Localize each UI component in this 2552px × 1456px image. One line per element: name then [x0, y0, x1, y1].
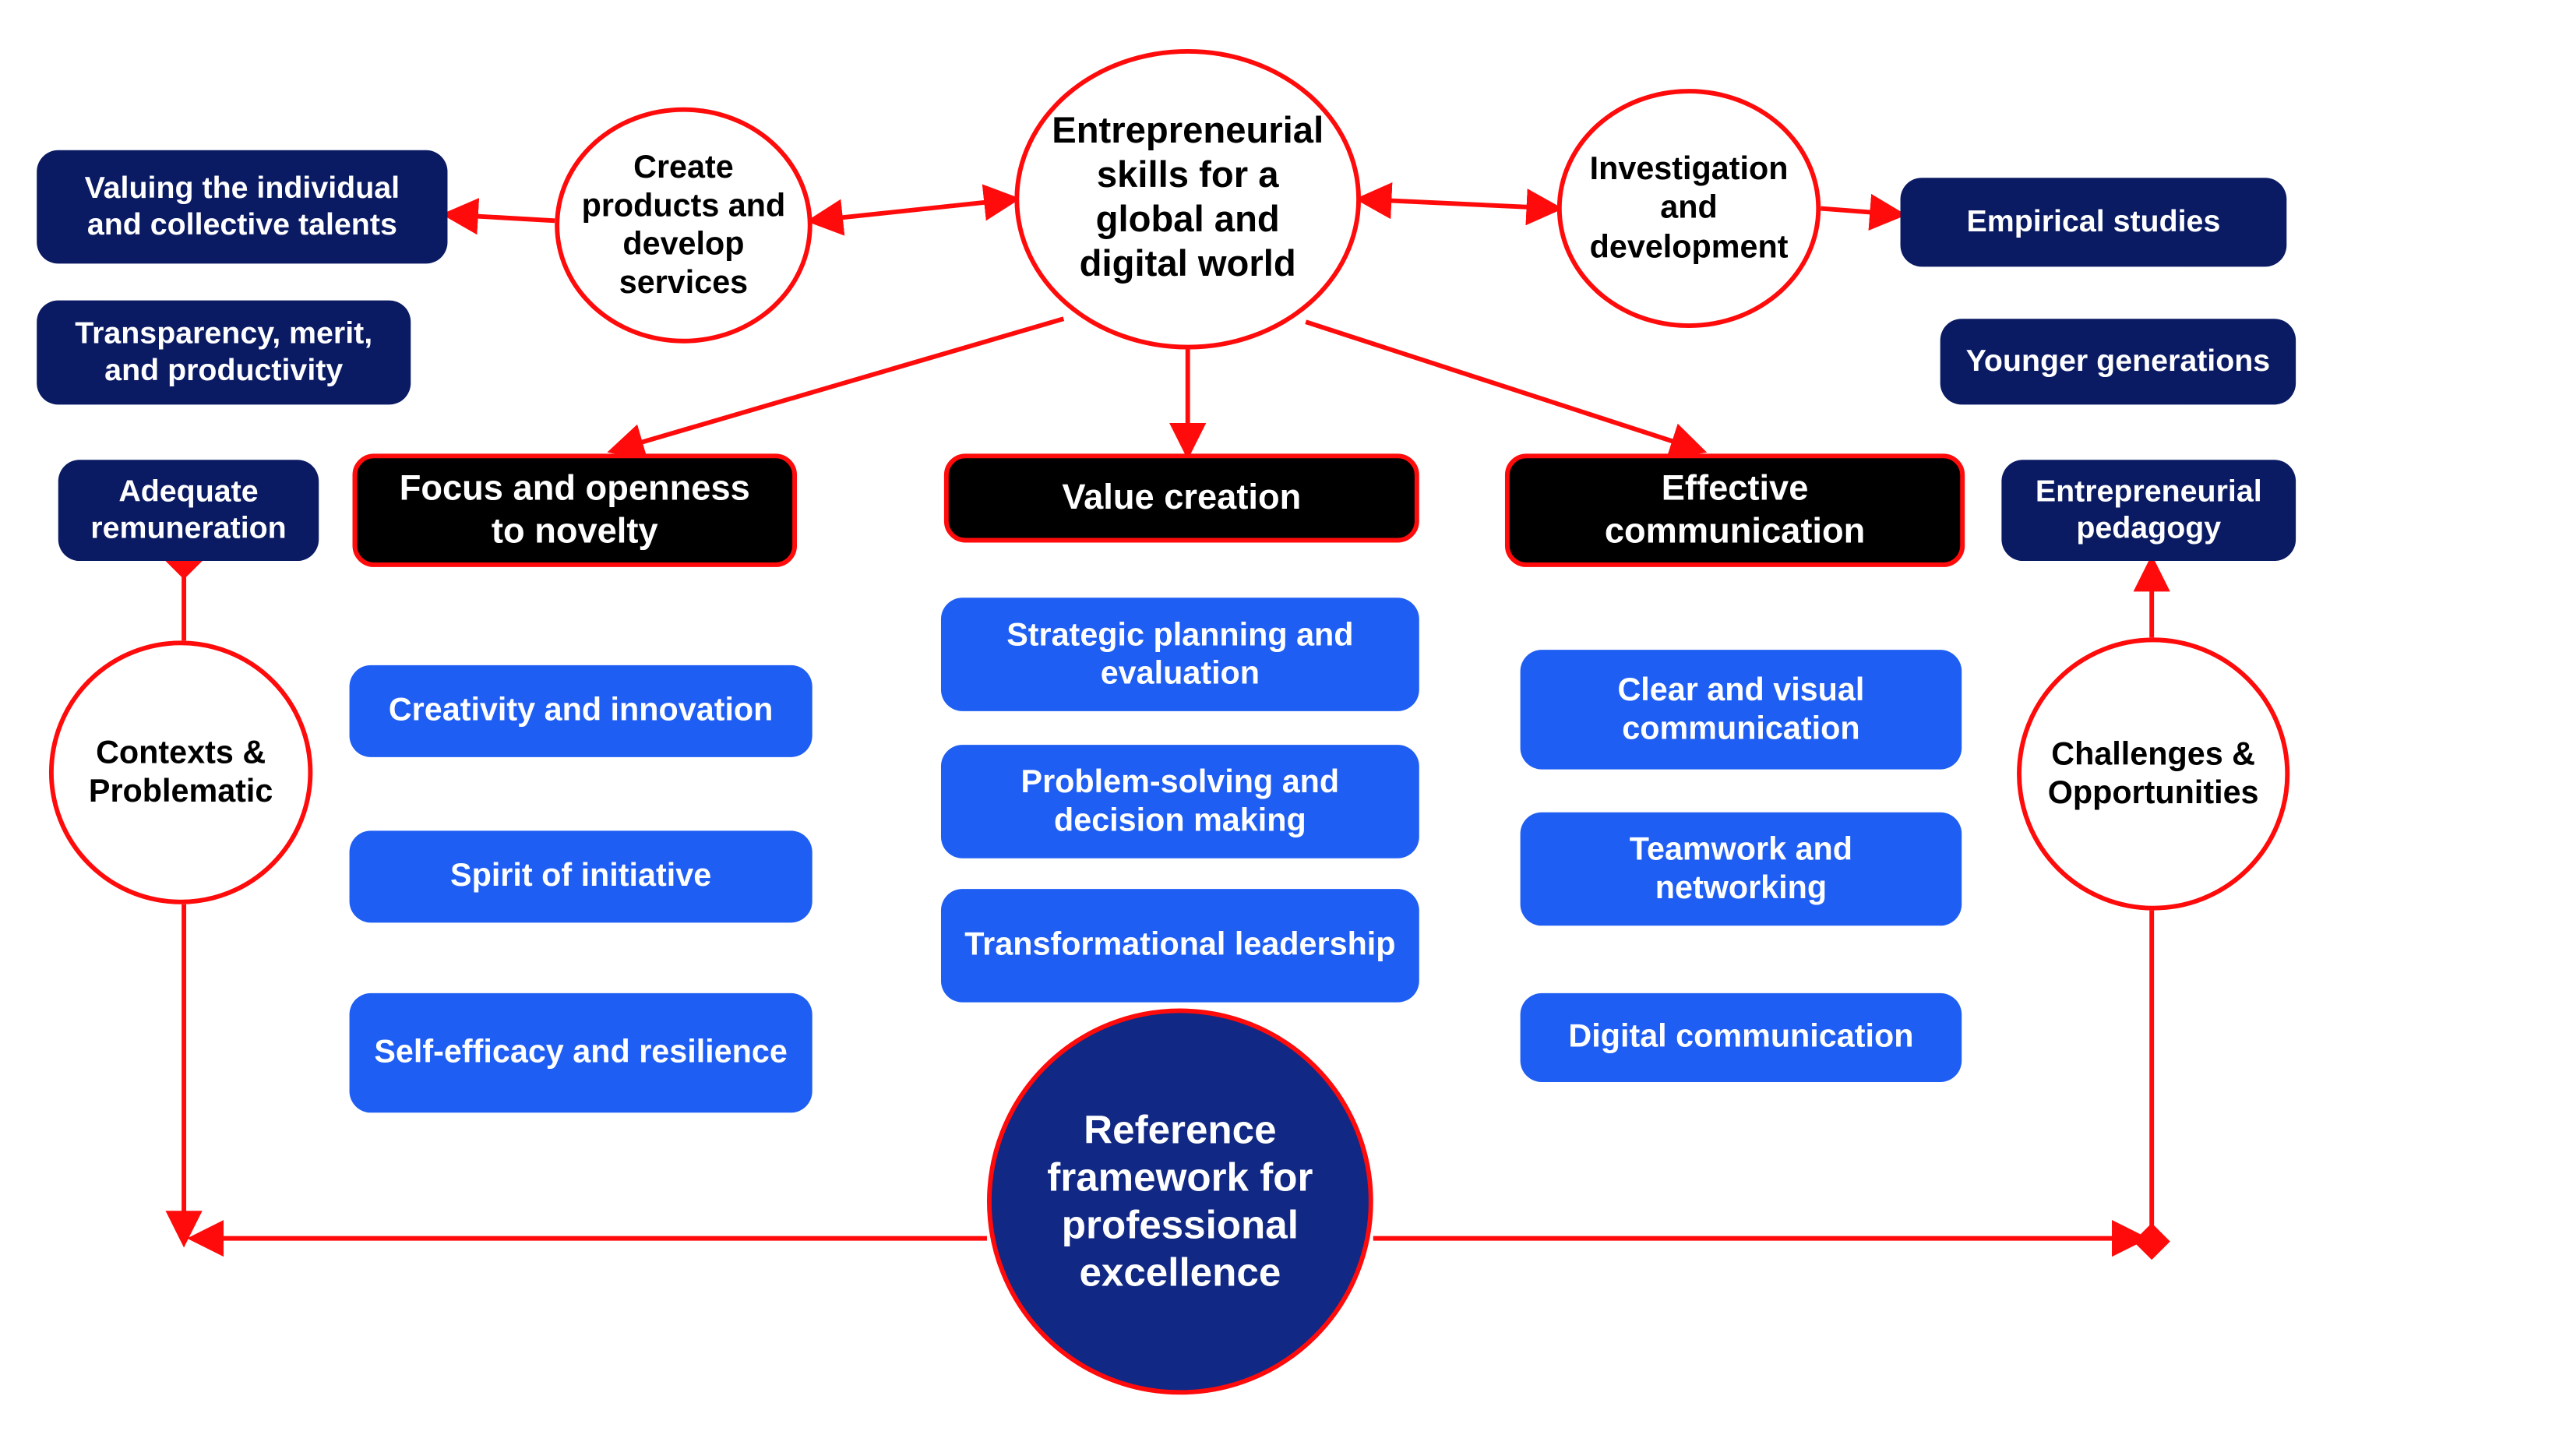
node-contexts_circle: Contexts & Problematic: [49, 640, 312, 904]
edge-3: [1821, 209, 1900, 215]
node-black_comm: Effective communication: [1505, 453, 1965, 567]
node-left3: Adequate remuneration: [58, 460, 319, 561]
edge-1: [812, 199, 1015, 221]
node-blue_teamwork: Teamwork and networking: [1521, 813, 1962, 926]
node-blue_creativity: Creativity and innovation: [350, 665, 812, 757]
node-right3: Entrepreneurial pedagogy: [2001, 460, 2296, 561]
node-blue_selfeff: Self-efficacy and resilience: [350, 993, 812, 1112]
node-create_circle: Create products and develop services: [555, 108, 812, 344]
node-blue_clear: Clear and visual communication: [1521, 650, 1962, 769]
node-blue_digital: Digital communication: [1521, 993, 1962, 1082]
node-bottom_circle: Reference framework for professional exc…: [987, 1009, 1373, 1395]
node-right2: Younger generations: [1940, 319, 2296, 404]
node-left2: Transparency, merit, and productivity: [37, 301, 411, 405]
node-right1: Empirical studies: [1901, 178, 2287, 266]
node-challenges_circle: Challenges & Opportunities: [2017, 637, 2289, 910]
node-blue_strategic: Strategic planning and evaluation: [941, 598, 1419, 711]
edge-0: [447, 214, 555, 220]
edge-6: [1306, 322, 1701, 450]
node-main_circle: Entrepreneurial skills for a global and …: [1014, 49, 1361, 350]
node-blue_transform: Transformational leadership: [941, 889, 1419, 1003]
node-blue_initiative: Spirit of initiative: [350, 830, 812, 922]
node-black_focus: Focus and openness to novelty: [352, 453, 797, 567]
node-black_value: Value creation: [944, 453, 1419, 542]
node-invest_circle: Investigation and development: [1557, 89, 1821, 328]
edge-2: [1361, 199, 1557, 209]
diagram-stage: Entrepreneurial skills for a global and …: [0, 0, 2324, 1456]
node-left1: Valuing the individual and collective ta…: [37, 150, 447, 264]
node-blue_problem: Problem-solving and decision making: [941, 745, 1419, 858]
